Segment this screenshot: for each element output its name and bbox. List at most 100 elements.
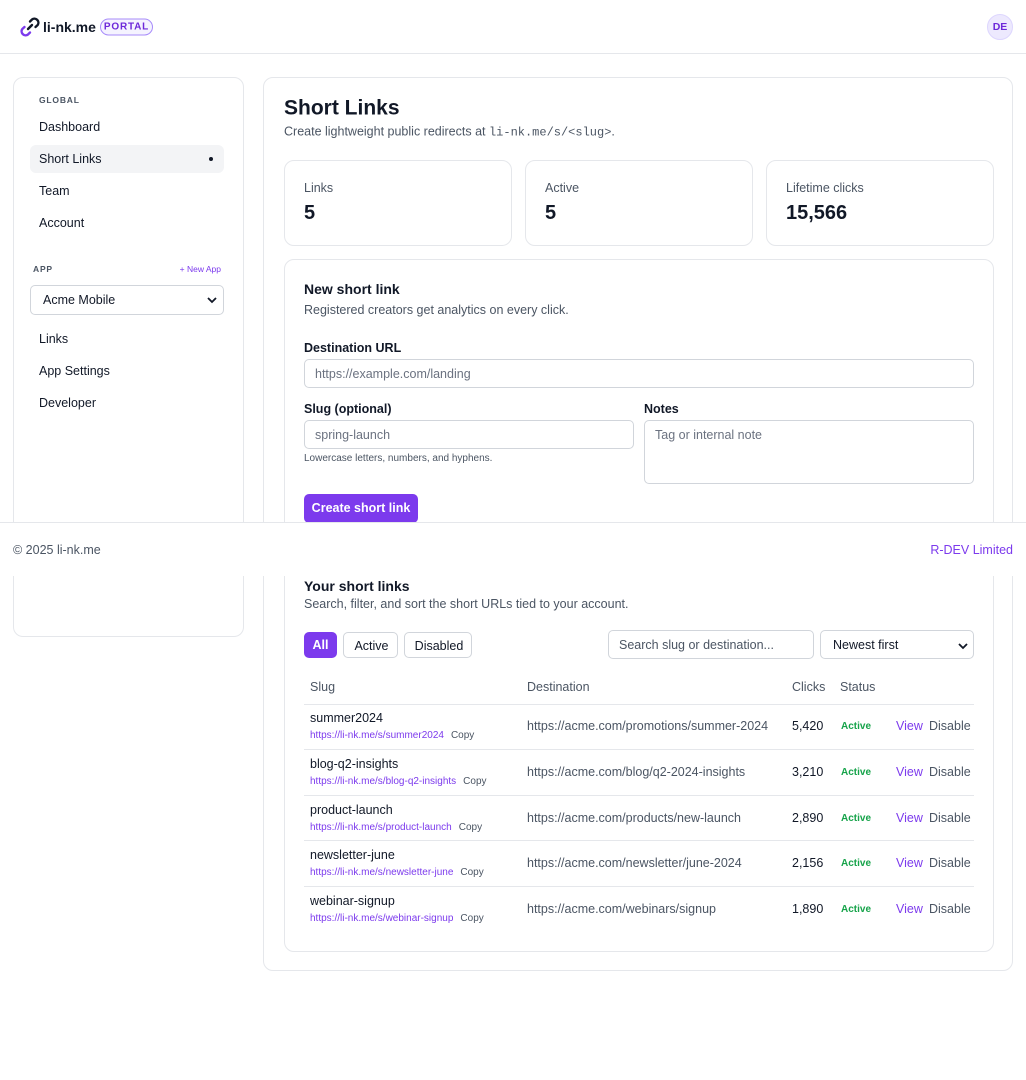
- nav-item[interactable]: Team: [30, 177, 224, 205]
- placeholder: spring-launch: [315, 428, 391, 442]
- new-link-form: New short link Registered creators get an…: [284, 259, 994, 549]
- view-link[interactable]: View: [896, 810, 923, 825]
- short-url-line: https://li-nk.me/s/summer2024 Copy: [310, 731, 474, 741]
- destination: https://acme.com/promotions/summer-2024: [527, 718, 769, 733]
- status: Active: [841, 766, 872, 778]
- footer: © 2025 li-nk.me R-DEV Limited: [0, 522, 1026, 576]
- copy-button[interactable]: Copy: [458, 821, 483, 833]
- nav-item[interactable]: Dashboard: [30, 113, 224, 141]
- stat-label: Active: [545, 180, 580, 195]
- stat-label: Links: [304, 180, 334, 195]
- clicks: 2,156: [792, 856, 824, 871]
- slug: newsletter-june: [310, 848, 395, 863]
- short-url-line: https://li-nk.me/s/blog-q2-insights Copy: [310, 775, 487, 787]
- slug-input[interactable]: spring-launch: [304, 420, 634, 449]
- copyright: © 2025 li-nk.me: [13, 542, 101, 557]
- nav-item[interactable]: Account: [30, 209, 224, 237]
- list-subtitle: Search, filter, and sort the short URLs …: [304, 596, 629, 611]
- nav-item[interactable]: Short Links: [30, 145, 224, 173]
- field-label: Slug (optional): [304, 401, 392, 416]
- stat-card: Lifetime clicks 15,566: [766, 160, 994, 246]
- disable-button[interactable]: Disable: [929, 901, 971, 916]
- disable-button[interactable]: Disable: [929, 856, 971, 871]
- filter-button[interactable]: Active: [343, 632, 398, 658]
- logo-icon[interactable]: [19, 16, 41, 38]
- header-rule: [304, 704, 974, 705]
- filter-button[interactable]: Disabled: [404, 632, 472, 658]
- field-hint: Lowercase letters, numbers, and hyphens.: [304, 453, 493, 464]
- page-title: Short Links: [284, 96, 400, 120]
- destination: https://acme.com/blog/q2-2024-insights: [527, 764, 746, 779]
- status: Active: [841, 904, 872, 916]
- active-dot: [209, 157, 213, 161]
- view-link[interactable]: View: [896, 718, 923, 733]
- app-select[interactable]: Acme Mobile: [30, 285, 224, 315]
- copy-button[interactable]: Copy: [463, 775, 487, 787]
- nav-label: Team: [39, 183, 70, 198]
- section-label: APP: [33, 263, 53, 274]
- short-url[interactable]: https://li-nk.me/s/newsletter-june: [310, 867, 454, 879]
- avatar[interactable]: DE: [987, 14, 1013, 40]
- brand[interactable]: li-nk.me: [43, 19, 96, 35]
- short-url[interactable]: https://li-nk.me/s/summer2024: [310, 730, 444, 741]
- stat-value: 5: [304, 202, 316, 224]
- nav-item[interactable]: App Settings: [30, 357, 224, 385]
- view-link[interactable]: View: [896, 764, 923, 779]
- field-label: Notes: [644, 401, 679, 416]
- filter-label: Disabled: [414, 638, 464, 653]
- links-list: Your short links Search, filter, and sort…: [284, 563, 994, 952]
- button-label: Create short link: [311, 500, 411, 515]
- nav-label: App Settings: [39, 363, 110, 378]
- disable-button[interactable]: Disable: [929, 764, 971, 779]
- short-url-line: https://li-nk.me/s/product-launch Copy: [310, 821, 483, 833]
- select-value: Acme Mobile: [43, 292, 116, 307]
- short-url-line: https://li-nk.me/s/webinar-signup Copy: [310, 914, 484, 924]
- status: Active: [841, 858, 872, 870]
- placeholder: Tag or internal note: [655, 428, 763, 442]
- filter-label: All: [312, 637, 329, 652]
- nav-label: Short Links: [39, 151, 102, 166]
- new-app-link[interactable]: + New App: [179, 263, 221, 274]
- nav-label: Account: [39, 215, 85, 230]
- field-label: Destination URL: [304, 340, 402, 355]
- filter-button[interactable]: All: [304, 632, 337, 658]
- copy-button[interactable]: Copy: [460, 913, 484, 925]
- clicks: 5,420: [792, 718, 824, 733]
- create-button[interactable]: Create short link: [304, 494, 418, 523]
- destination: https://acme.com/newsletter/june-2024: [527, 856, 742, 871]
- nav-label: Links: [39, 331, 69, 346]
- sort-select[interactable]: Newest first: [820, 630, 974, 659]
- subtitle-text: .: [611, 124, 615, 139]
- status: Active: [841, 812, 872, 824]
- clicks: 3,210: [792, 764, 824, 779]
- short-url[interactable]: https://li-nk.me/s/webinar-signup: [310, 913, 454, 925]
- nav-item[interactable]: Developer: [30, 389, 224, 417]
- portal-badge: PORTAL: [100, 18, 153, 36]
- nav-item[interactable]: Links: [30, 325, 224, 353]
- form-subtitle: Registered creators get analytics on eve…: [304, 302, 569, 317]
- search-input[interactable]: Search slug or destination...: [608, 630, 814, 659]
- row-rule: [304, 748, 974, 750]
- status: Active: [841, 721, 872, 732]
- company-link[interactable]: R-DEV Limited: [930, 542, 1013, 557]
- disable-button[interactable]: Disable: [929, 718, 971, 733]
- short-url-line: https://li-nk.me/s/newsletter-june Copy: [310, 868, 484, 878]
- stat-value: 5: [545, 202, 557, 224]
- slug: summer2024: [310, 710, 383, 725]
- view-link[interactable]: View: [896, 901, 923, 916]
- placeholder: Search slug or destination...: [619, 638, 774, 652]
- short-url[interactable]: https://li-nk.me/s/blog-q2-insights: [310, 775, 457, 787]
- view-link[interactable]: View: [896, 856, 923, 871]
- copy-button[interactable]: Copy: [450, 730, 475, 741]
- destination: https://acme.com/webinars/signup: [527, 901, 716, 916]
- row-rule: [304, 794, 974, 796]
- nav-label: Dashboard: [39, 119, 101, 134]
- disable-button[interactable]: Disable: [929, 810, 971, 825]
- copy-button[interactable]: Copy: [460, 867, 484, 879]
- slug: blog-q2-insights: [310, 756, 399, 771]
- stat-label: Lifetime clicks: [786, 180, 864, 195]
- column-header: Destination: [527, 679, 590, 694]
- destination-input[interactable]: https://example.com/landing: [304, 359, 974, 388]
- notes-textarea[interactable]: Tag or internal note: [644, 420, 974, 484]
- short-url[interactable]: https://li-nk.me/s/product-launch: [310, 821, 452, 833]
